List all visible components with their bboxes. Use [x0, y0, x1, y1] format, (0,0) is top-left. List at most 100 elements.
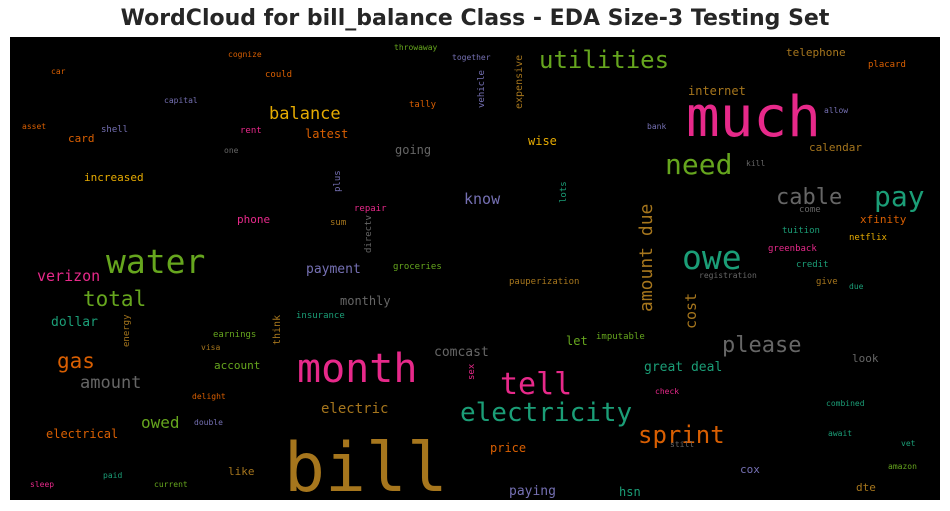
word-still: still: [670, 440, 694, 449]
word-directv: directv: [364, 215, 374, 253]
word-asset: asset: [22, 122, 46, 131]
word-await: await: [828, 429, 852, 438]
word-tell: tell: [500, 367, 572, 402]
word-sleep: sleep: [30, 480, 54, 489]
word-telephone: telephone: [786, 46, 846, 59]
word-repair: repair: [354, 204, 387, 214]
word-pauperization: pauperization: [509, 277, 579, 287]
word-tally: tally: [409, 100, 437, 110]
word-imputable: imputable: [596, 332, 645, 342]
word-energy: energy: [122, 314, 132, 347]
word-cost: cost: [682, 293, 700, 329]
word-placard: placard: [868, 60, 906, 70]
word-cloud: bill much month water owe tell need pay electric…: [10, 37, 940, 500]
word-cox: cox: [740, 463, 760, 476]
word-shell: shell: [101, 125, 128, 135]
word-groceries: groceries: [393, 262, 442, 272]
word-delight: delight: [192, 392, 226, 401]
word-combined: combined: [826, 399, 865, 408]
word-double: double: [194, 418, 223, 427]
word-monthly: monthly: [340, 294, 391, 308]
word-amount: amount: [80, 373, 141, 393]
word-netflix: netflix: [849, 233, 888, 243]
word-insurance: insurance: [296, 311, 345, 321]
word-internet: internet: [688, 84, 746, 98]
word-need: need: [665, 148, 732, 181]
word-come: come: [799, 205, 821, 215]
word-like: like: [228, 465, 255, 478]
word-visa: visa: [201, 343, 220, 352]
word-please: please: [722, 333, 801, 358]
word-plus: plus: [333, 170, 343, 192]
word-bill: bill: [284, 429, 448, 500]
word-electric: electric: [321, 401, 388, 417]
word-vehicle: vehicle: [477, 70, 487, 108]
word-look: look: [852, 352, 879, 365]
word-card: card: [68, 132, 95, 145]
word-one: one: [224, 146, 239, 155]
word-sprint: sprint: [638, 421, 725, 449]
word-amazon: amazon: [888, 462, 917, 471]
word-electrical: electrical: [46, 427, 118, 441]
word-dte: dte: [856, 481, 876, 494]
word-give: give: [816, 277, 838, 287]
word-phone: phone: [237, 213, 270, 226]
word-comcast: comcast: [434, 345, 489, 360]
word-greenback: greenback: [768, 244, 817, 254]
word-pay: pay: [874, 180, 925, 213]
word-account: account: [214, 359, 260, 372]
word-let: let: [566, 334, 588, 348]
word-increased: increased: [84, 171, 144, 184]
word-tuition: tuition: [782, 226, 820, 236]
word-capital: capital: [164, 96, 198, 105]
word-water: water: [106, 242, 205, 281]
word-utilities: utilities: [539, 46, 669, 74]
word-bank: bank: [647, 122, 666, 131]
word-kill: kill: [746, 159, 765, 168]
word-paid: paid: [103, 471, 122, 480]
word-latest: latest: [305, 127, 348, 141]
word-cable: cable: [776, 185, 842, 210]
word-due: due: [849, 282, 864, 291]
word-cognize: cognize: [228, 50, 262, 59]
word-owe: owe: [682, 238, 742, 277]
word-month: month: [297, 346, 417, 392]
word-owed: owed: [141, 413, 180, 432]
word-paying: paying: [509, 484, 556, 499]
word-calendar: calendar: [809, 141, 862, 154]
word-vet: vet: [901, 439, 916, 448]
word-electricity: electricity: [460, 398, 632, 428]
word-much: much: [686, 85, 821, 150]
word-credit: credit: [796, 260, 829, 270]
word-balance: balance: [269, 104, 341, 124]
word-throwaway: throwaway: [394, 43, 438, 52]
word-going: going: [395, 143, 431, 157]
word-sum: sum: [330, 218, 346, 228]
word-together: together: [452, 53, 491, 62]
word-expensive: expensive: [514, 55, 525, 109]
word-car: car: [51, 67, 66, 76]
word-lots: lots: [559, 181, 569, 203]
word-verizon: verizon: [37, 267, 100, 285]
word-price: price: [490, 441, 526, 455]
word-allow: allow: [824, 106, 848, 115]
word-amount-due: amount due: [636, 204, 657, 312]
word-registration: registration: [699, 271, 757, 280]
word-know: know: [464, 190, 501, 208]
word-earnings: earnings: [213, 330, 256, 340]
word-great-deal: great deal: [644, 360, 722, 375]
word-hsn: hsn: [619, 485, 641, 499]
word-wise: wise: [528, 134, 557, 148]
word-current: current: [154, 480, 188, 489]
chart-title: WordCloud for bill_balance Class - EDA S…: [120, 6, 830, 31]
word-gas: gas: [57, 349, 95, 373]
word-total: total: [83, 287, 146, 311]
word-xfinity: xfinity: [860, 213, 907, 226]
word-could: could: [265, 70, 292, 80]
word-rent: rent: [240, 126, 262, 136]
word-payment: payment: [306, 262, 361, 277]
cloud-words: bill much month water owe tell need pay electric…: [22, 43, 925, 500]
cloud-background: [10, 37, 940, 500]
word-check: check: [655, 387, 679, 396]
word-dollar: dollar: [51, 315, 98, 330]
